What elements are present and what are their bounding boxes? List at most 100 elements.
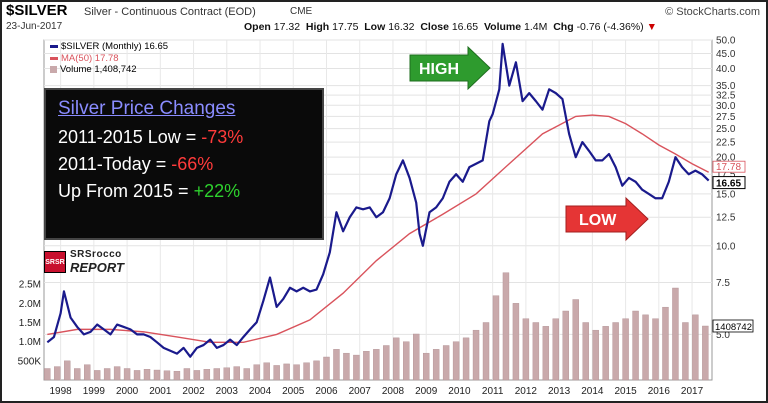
year-tick-label: 2013 [548,386,571,397]
price-tick-label: 45.0 [716,49,736,60]
chart-date: 23-Jun-2017 [6,21,63,32]
volume-bar [562,310,569,381]
price-tick-label: 40.0 [716,64,736,75]
volume-bar [682,322,689,381]
open-value: 17.32 [273,21,301,33]
high-arrow-icon [409,45,491,91]
ma-last-box [712,160,746,173]
ma-last-label: 17.78 [716,162,741,173]
volume-bar [333,349,340,381]
price-changes-box: Silver Price Changes 2011-2015 Low = -73… [44,88,324,240]
volume-bar [692,314,699,381]
volume-tick-label: 500K [18,356,42,367]
year-tick-label: 2003 [216,386,239,397]
volume-label: Volume [483,21,522,33]
volume-bar [552,318,560,381]
volume-bar [592,329,599,381]
line3-label: Up From 2015 = [58,181,194,201]
year-tick-label: 2015 [614,386,637,397]
volume-bar [343,352,350,381]
srsrocco-logo: SRSR SRSrocco REPORT [44,249,174,275]
volume-bar [652,318,659,381]
volume-bar [303,362,310,381]
volume-last-box [712,319,754,333]
volume-bar [602,326,609,381]
volume-bar [233,366,240,381]
year-tick-label: 2006 [315,386,338,397]
year-tick-label: 2004 [249,386,272,397]
volume-bar [572,299,579,381]
price-tick-label: 10.0 [716,241,736,252]
legend-volume: Volume 1,408,742 [60,64,137,75]
year-tick-label: 2012 [515,386,538,397]
price-tick-label: 27.5 [716,112,736,123]
price-tick-label: 12.5 [716,213,736,224]
volume-bar [522,318,530,381]
year-tick-label: 2005 [282,386,305,397]
year-tick-label: 2008 [382,386,405,397]
year-tick-label: 2016 [648,386,671,397]
volume-bar [253,364,260,381]
infobox-line-1: 2011-2015 Low = -73% [58,124,310,151]
price-tick-label: 20.0 [716,153,736,164]
high-label: High [305,21,330,33]
infobox-line-3: Up From 2015 = +22% [58,178,310,205]
change-label: Chg [553,21,574,33]
low-label: Low [364,21,386,33]
volume-bar [373,349,380,381]
infobox-line-2: 2011-Today = -66% [58,151,310,178]
ma50-line [47,114,709,344]
line2-label: 2011-Today = [58,154,172,174]
legend-price: $SILVER (Monthly) 16.65 [61,41,169,52]
logo-badge: SRSR [44,251,66,273]
volume-bar [54,366,61,381]
high-value: 17.75 [332,21,359,33]
year-tick-label: 2014 [581,386,604,397]
change-value: -0.76 (-4.36%) [576,21,644,33]
open-label: Open [244,21,271,33]
volume-bar [153,369,161,381]
volume-bar [213,368,221,381]
volume-bar [702,325,709,381]
volume-bar [163,370,171,381]
volume-bar [462,337,470,381]
price-last-box [712,176,746,190]
year-tick-label: 2009 [415,386,438,397]
close-label: Close [420,21,449,33]
infobox-title: Silver Price Changes [58,98,236,119]
logo-line1: SRSrocco [70,249,122,260]
ma-swatch [50,56,58,60]
volume-bar [642,314,649,381]
volume-bar [323,356,330,381]
volume-bar [313,360,320,381]
line2-value: -66% [171,154,214,174]
volume-bar [612,322,619,381]
volume-bar [193,370,201,381]
volume-bar [283,363,290,381]
volume-bar [74,368,81,381]
volume-tick-label: 1.0M [19,337,41,348]
volume-bar [44,368,51,381]
volume-bar [383,345,390,381]
volume-bar [662,306,669,381]
volume-bar [133,370,141,381]
year-tick-label: 2001 [149,386,172,397]
volume-bar [472,329,480,381]
volume-value: 1.4M [524,21,548,33]
volume-bar [582,322,589,381]
chart-subtitle: Silver - Continuous Contract (EOD) [84,6,256,18]
price-tick-label: 22.5 [716,138,736,149]
price-tick-label: 17.5 [716,170,736,181]
chart-symbol: $SILVER [6,2,68,19]
year-tick-label: 2011 [482,386,504,397]
year-tick-label: 2002 [182,386,205,397]
price-tick-label: 30.0 [716,101,736,112]
year-tick-label: 2000 [116,386,139,397]
legend-ma: MA(50) 17.78 [61,52,119,64]
price-tick-label: 25.0 [716,124,736,135]
low-arrow-icon [565,196,649,242]
volume-bar [393,337,400,381]
price-tick-label: 32.5 [716,91,736,102]
